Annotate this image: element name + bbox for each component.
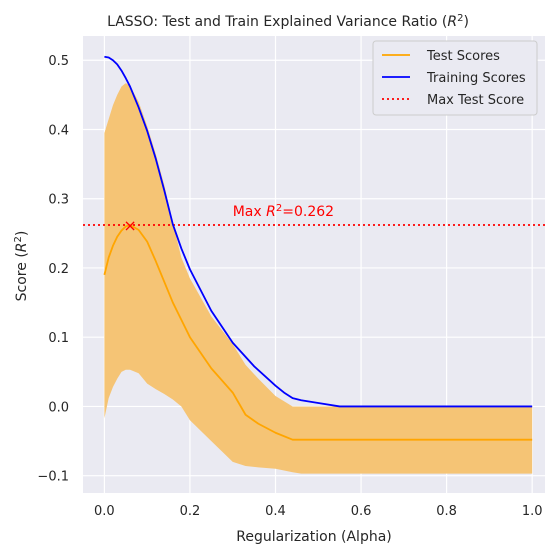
- lines-layer: × Max R2=0.262: [83, 55, 545, 441]
- test-scores-line: [103, 224, 533, 441]
- legend: Test Scores Training Scores Max Test Sco…: [372, 40, 538, 116]
- legend-label-train: Training Scores: [426, 71, 526, 86]
- y-tick-label: 0.3: [48, 193, 69, 208]
- legend-label-test: Test Scores: [426, 49, 500, 64]
- y-tick-label: 0.0: [48, 400, 69, 415]
- y-tick-label: 0.1: [48, 331, 69, 346]
- x-tick-label: 0.0: [94, 504, 115, 519]
- y-tick-label: −0.1: [37, 470, 69, 485]
- x-tick-label: 0.2: [180, 504, 201, 519]
- tick-labels: 0.0 0.2 0.4 0.6 0.8 1.0 −0.1 0.0 0.1 0.2 0.3 0.4 0.5: [37, 54, 542, 519]
- chart-title: LASSO: Test and Train Explained Variance…: [107, 13, 469, 30]
- legend-label-max: Max Test Score: [427, 93, 524, 108]
- x-tick-label: 1.0: [522, 504, 543, 519]
- band-layer: [104, 83, 533, 474]
- y-tick-label: 0.5: [48, 54, 69, 69]
- y-axis-label: Score (R2): [13, 231, 30, 302]
- x-tick-label: 0.4: [265, 504, 286, 519]
- max-score-marker: ×: [123, 216, 136, 235]
- y-tick-label: 0.2: [48, 262, 69, 277]
- legend-frame: [372, 40, 538, 116]
- x-tick-label: 0.8: [436, 504, 457, 519]
- training-scores-line: [104, 55, 533, 408]
- y-tick-label: 0.4: [48, 123, 69, 138]
- test-score-band: [104, 83, 533, 474]
- x-tick-label: 0.6: [351, 504, 372, 519]
- max-score-annotation: Max R2=0.262: [233, 203, 334, 220]
- x-axis-label: Regularization (Alpha): [236, 529, 392, 545]
